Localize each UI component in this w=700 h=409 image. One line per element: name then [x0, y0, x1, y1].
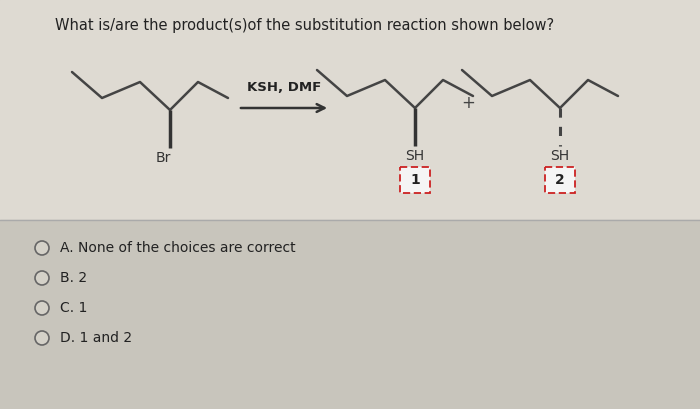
Text: SH: SH	[405, 149, 424, 163]
FancyBboxPatch shape	[400, 167, 430, 193]
Circle shape	[35, 241, 49, 255]
Circle shape	[35, 271, 49, 285]
Text: +: +	[461, 94, 475, 112]
Circle shape	[35, 331, 49, 345]
Text: 1: 1	[410, 173, 420, 187]
Text: SH: SH	[550, 149, 569, 163]
Text: KSH, DMF: KSH, DMF	[247, 81, 321, 94]
Text: D. 1 and 2: D. 1 and 2	[60, 331, 132, 345]
Circle shape	[35, 301, 49, 315]
Text: A. None of the choices are correct: A. None of the choices are correct	[60, 241, 295, 255]
Bar	[0, 0, 700, 220]
FancyBboxPatch shape	[545, 167, 575, 193]
Text: 2: 2	[555, 173, 565, 187]
Text: Br: Br	[156, 151, 172, 165]
Text: B. 2: B. 2	[60, 271, 87, 285]
Text: What is/are the product(s)of the substitution reaction shown below?: What is/are the product(s)of the substit…	[55, 18, 554, 33]
Text: C. 1: C. 1	[60, 301, 88, 315]
Bar	[0, 220, 700, 409]
